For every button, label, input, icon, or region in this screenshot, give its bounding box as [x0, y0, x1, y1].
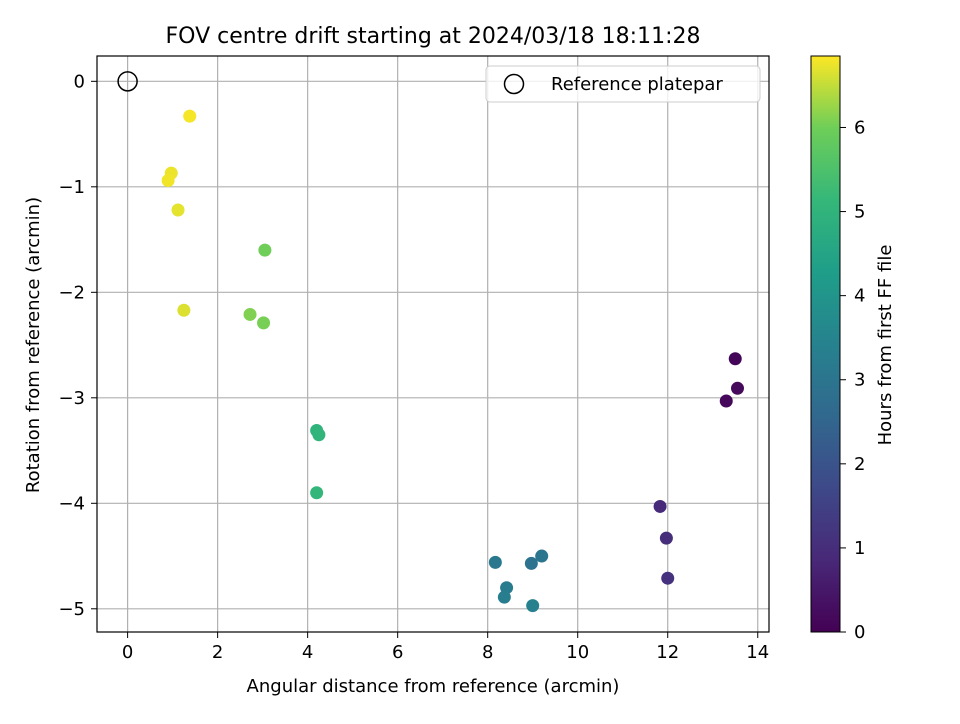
- reference-platepar-marker: [117, 71, 138, 92]
- x-axis-label: Angular distance from reference (arcmin): [247, 676, 620, 697]
- x-axis-ticks: 0 2 4 6 8 10 12 14: [122, 632, 769, 663]
- data-points: [117, 71, 744, 613]
- y-tick-label: 0: [74, 71, 85, 92]
- colorbar-tick-label: 6: [854, 117, 865, 138]
- y-tick-label: −3: [58, 388, 85, 409]
- data-point: [719, 394, 733, 408]
- data-point: [171, 203, 185, 217]
- data-point: [730, 381, 744, 395]
- x-tick-label: 0: [122, 642, 133, 663]
- x-tick-label: 14: [746, 642, 769, 663]
- colorbar-tick-label: 4: [854, 286, 865, 307]
- data-point: [183, 109, 197, 123]
- x-tick-label: 8: [482, 642, 493, 663]
- x-tick-label: 10: [566, 642, 589, 663]
- data-point: [659, 531, 673, 545]
- y-axis-label: Rotation from reference (arcmin): [23, 197, 44, 493]
- data-point: [653, 499, 667, 513]
- legend-label-reference: Reference platepar: [551, 74, 723, 95]
- colorbar-tick-label: 2: [854, 454, 865, 475]
- y-tick-label: −2: [58, 282, 85, 303]
- data-point: [526, 599, 540, 613]
- data-point: [728, 352, 742, 366]
- data-point: [497, 590, 511, 604]
- chart-title: FOV centre drift starting at 2024/03/18 …: [166, 24, 701, 49]
- y-tick-label: −5: [58, 599, 85, 620]
- colorbar-label: Hours from first FF file: [875, 245, 896, 446]
- x-tick-label: 4: [302, 642, 313, 663]
- x-tick-label: 6: [392, 642, 403, 663]
- data-point: [661, 571, 675, 585]
- y-tick-label: −1: [58, 177, 85, 198]
- colorbar-tick-label: 3: [854, 370, 865, 391]
- y-axis-ticks: 0 −1 −2 −3 −4 −5: [58, 71, 97, 620]
- data-point: [535, 549, 549, 563]
- data-point: [310, 486, 324, 500]
- colorbar-tick-label: 5: [854, 202, 865, 223]
- legend-box: [485, 65, 761, 103]
- legend: Reference platepar: [485, 65, 761, 103]
- data-point: [161, 173, 175, 187]
- plot-frame: [96, 55, 770, 633]
- legend-marker-reference: [503, 73, 525, 95]
- colorbar-tick-label: 1: [854, 538, 865, 559]
- data-point: [177, 303, 191, 317]
- data-point: [257, 316, 271, 330]
- data-point: [488, 555, 502, 569]
- x-tick-label: 2: [212, 642, 223, 663]
- colorbar-tick-label: 0: [854, 622, 865, 643]
- data-point: [258, 243, 272, 257]
- data-point: [243, 307, 257, 321]
- colorbar-ticks: 0 1 2 3 4 5 6: [840, 117, 865, 643]
- y-tick-label: −4: [58, 493, 85, 514]
- x-tick-label: 12: [656, 642, 679, 663]
- colorbar: 0 1 2 3 4 5 6 Hours from first FF file: [810, 55, 896, 643]
- colorbar-gradient: [810, 55, 841, 633]
- data-point: [312, 428, 326, 442]
- data-point: [524, 556, 538, 570]
- grid-lines: [97, 56, 769, 632]
